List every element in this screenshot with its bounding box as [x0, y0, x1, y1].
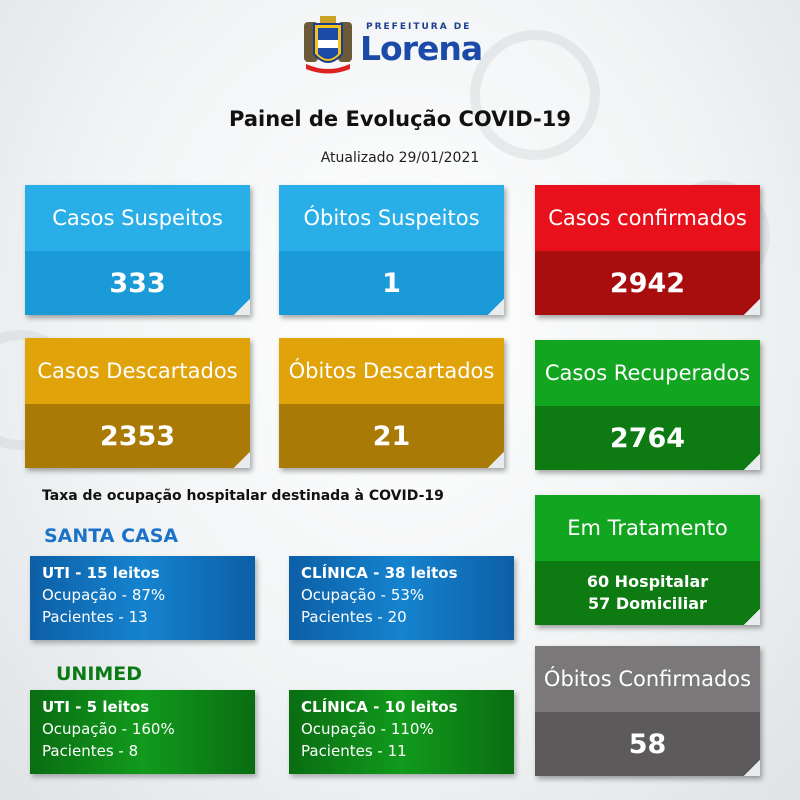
santa-casa-label: SANTA CASA: [44, 525, 179, 547]
card-label: Casos Recuperados: [535, 340, 760, 406]
card-label: Casos confirmados: [535, 185, 760, 251]
logo-name: Lorena: [360, 29, 483, 68]
card-value: 2942: [535, 251, 760, 315]
card-obitos-suspeitos: Óbitos Suspeitos 1: [279, 185, 504, 315]
page-fold-decoration: [744, 760, 760, 776]
logo-prefix: PREFEITURA DE: [366, 22, 472, 32]
page-fold-decoration: [488, 299, 504, 315]
card-values: 60 Hospitalar 57 Domiciliar: [535, 561, 760, 625]
panel-pacientes: Pacientes - 20: [301, 608, 407, 626]
updated-date: Atualizado 29/01/2021: [320, 150, 480, 166]
page-fold-decoration: [744, 454, 760, 470]
card-label: Óbitos Descartados: [279, 338, 504, 404]
card-casos-suspeitos: Casos Suspeitos 333: [25, 185, 250, 315]
panel-title: CLÍNICA - 10 leitos: [301, 698, 458, 716]
background-decoration: [470, 30, 600, 160]
unimed-label: UNIMED: [56, 663, 143, 685]
card-label: Óbitos Confirmados: [535, 646, 760, 712]
panel-ocupacao: Ocupação - 87%: [42, 586, 166, 604]
page-title: Painel de Evolução COVID-19: [229, 107, 571, 131]
card-value: 1: [279, 251, 504, 315]
unimed-clinica-panel: CLÍNICA - 10 leitos Ocupação - 110% Paci…: [289, 690, 514, 774]
card-value: 21: [279, 404, 504, 468]
panel-pacientes: Pacientes - 13: [42, 608, 148, 626]
card-value: 2764: [535, 406, 760, 470]
card-label: Casos Descartados: [25, 338, 250, 404]
page-fold-decoration: [234, 452, 250, 468]
card-label: Óbitos Suspeitos: [279, 185, 504, 251]
card-casos-confirmados: Casos confirmados 2942: [535, 185, 760, 315]
santa-casa-clinica-panel: CLÍNICA - 38 leitos Ocupação - 53% Pacie…: [289, 556, 514, 640]
card-casos-recuperados: Casos Recuperados 2764: [535, 340, 760, 470]
unimed-uti-panel: UTI - 5 leitos Ocupação - 160% Pacientes…: [30, 690, 255, 774]
panel-pacientes: Pacientes - 8: [42, 742, 139, 760]
card-casos-descartados: Casos Descartados 2353: [25, 338, 250, 468]
panel-ocupacao: Ocupação - 160%: [42, 720, 175, 738]
card-value: 2353: [25, 404, 250, 468]
card-label: Em Tratamento: [535, 495, 760, 561]
panel-title: CLÍNICA - 38 leitos: [301, 564, 458, 582]
panel-pacientes: Pacientes - 11: [301, 742, 407, 760]
card-label: Casos Suspeitos: [25, 185, 250, 251]
card-obitos-descartados: Óbitos Descartados 21: [279, 338, 504, 468]
panel-title: UTI - 5 leitos: [42, 698, 150, 716]
panel-title: UTI - 15 leitos: [42, 564, 160, 582]
page-fold-decoration: [488, 452, 504, 468]
page-fold-decoration: [744, 299, 760, 315]
page-fold-decoration: [744, 609, 760, 625]
panel-ocupacao: Ocupação - 110%: [301, 720, 434, 738]
tratamento-domiciliar: 57 Domiciliar: [588, 594, 707, 613]
occupancy-title: Taxa de ocupação hospitalar destinada à …: [42, 488, 444, 504]
prefeitura-logo: PREFEITURA DE Lorena: [300, 14, 500, 74]
page-fold-decoration: [234, 299, 250, 315]
card-value: 58: [535, 712, 760, 776]
card-value: 333: [25, 251, 250, 315]
tratamento-hospitalar: 60 Hospitalar: [586, 572, 709, 591]
card-em-tratamento: Em Tratamento 60 Hospitalar 57 Domicilia…: [535, 495, 760, 625]
coat-of-arms-icon: [300, 14, 356, 74]
panel-ocupacao: Ocupação - 53%: [301, 586, 425, 604]
card-obitos-confirmados: Óbitos Confirmados 58: [535, 646, 760, 776]
santa-casa-uti-panel: UTI - 15 leitos Ocupação - 87% Pacientes…: [30, 556, 255, 640]
